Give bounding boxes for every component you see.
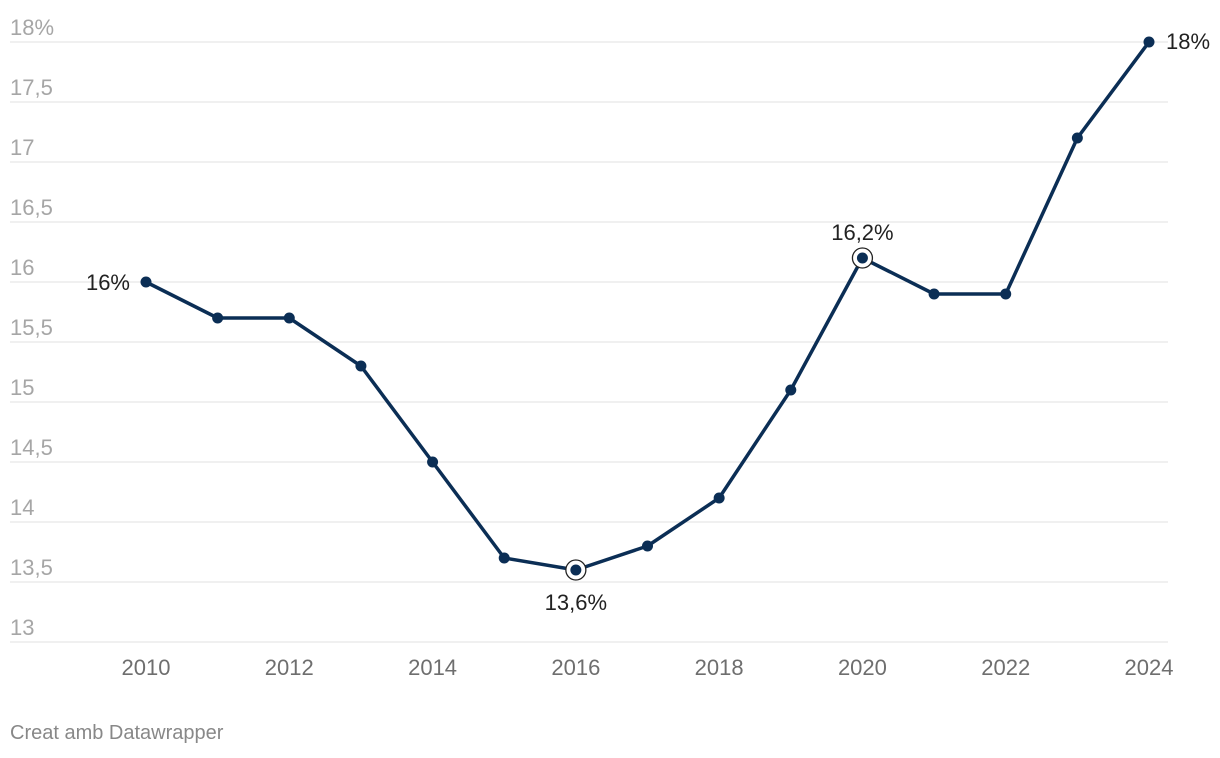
- y-tick-label: 17,5: [10, 75, 53, 100]
- data-point: [856, 252, 868, 264]
- data-label: 13,6%: [545, 590, 607, 615]
- data-label: 18%: [1166, 29, 1210, 54]
- y-tick-label: 18%: [10, 15, 54, 40]
- data-point: [212, 312, 224, 324]
- data-point: [427, 456, 439, 468]
- data-point: [642, 540, 653, 552]
- y-tick-label: 15,5: [10, 315, 53, 340]
- y-tick-label: 13: [10, 615, 34, 640]
- x-tick-label: 2018: [695, 655, 744, 680]
- y-tick-label: 14,5: [10, 435, 53, 460]
- y-tick-label: 15: [10, 375, 34, 400]
- data-label: 16,2%: [831, 220, 893, 245]
- chart-credit[interactable]: Creat amb Datawrapper: [10, 722, 224, 744]
- data-label: 16%: [86, 270, 130, 295]
- data-point: [355, 360, 367, 372]
- y-tick-label: 13,5: [10, 555, 53, 580]
- data-point: [928, 288, 940, 300]
- data-point: [785, 384, 797, 396]
- x-tick-label: 2010: [122, 655, 171, 680]
- y-tick-label: 14: [10, 495, 34, 520]
- data-point: [1071, 132, 1083, 144]
- y-tick-label: 16,5: [10, 195, 53, 220]
- x-tick-label: 2024: [1125, 655, 1174, 680]
- data-point: [1000, 288, 1012, 300]
- data-point: [283, 312, 295, 324]
- x-tick-label: 2014: [408, 655, 457, 680]
- data-point: [713, 492, 725, 504]
- data-point: [140, 276, 152, 288]
- series-line: [144, 40, 1151, 572]
- x-tick-label: 2020: [838, 655, 887, 680]
- data-point: [1143, 36, 1155, 48]
- data-point: [570, 564, 582, 576]
- y-tick-label: 17: [10, 135, 34, 160]
- x-tick-label: 2012: [265, 655, 314, 680]
- data-point: [498, 552, 510, 564]
- x-tick-label: 2016: [551, 655, 600, 680]
- x-tick-label: 2022: [981, 655, 1030, 680]
- y-tick-label: 16: [10, 255, 34, 280]
- line-chart: 13 13,5 14 14,5 15 15,5 16 16,5 17 17,5 18% 2010 201…: [10, 15, 1210, 680]
